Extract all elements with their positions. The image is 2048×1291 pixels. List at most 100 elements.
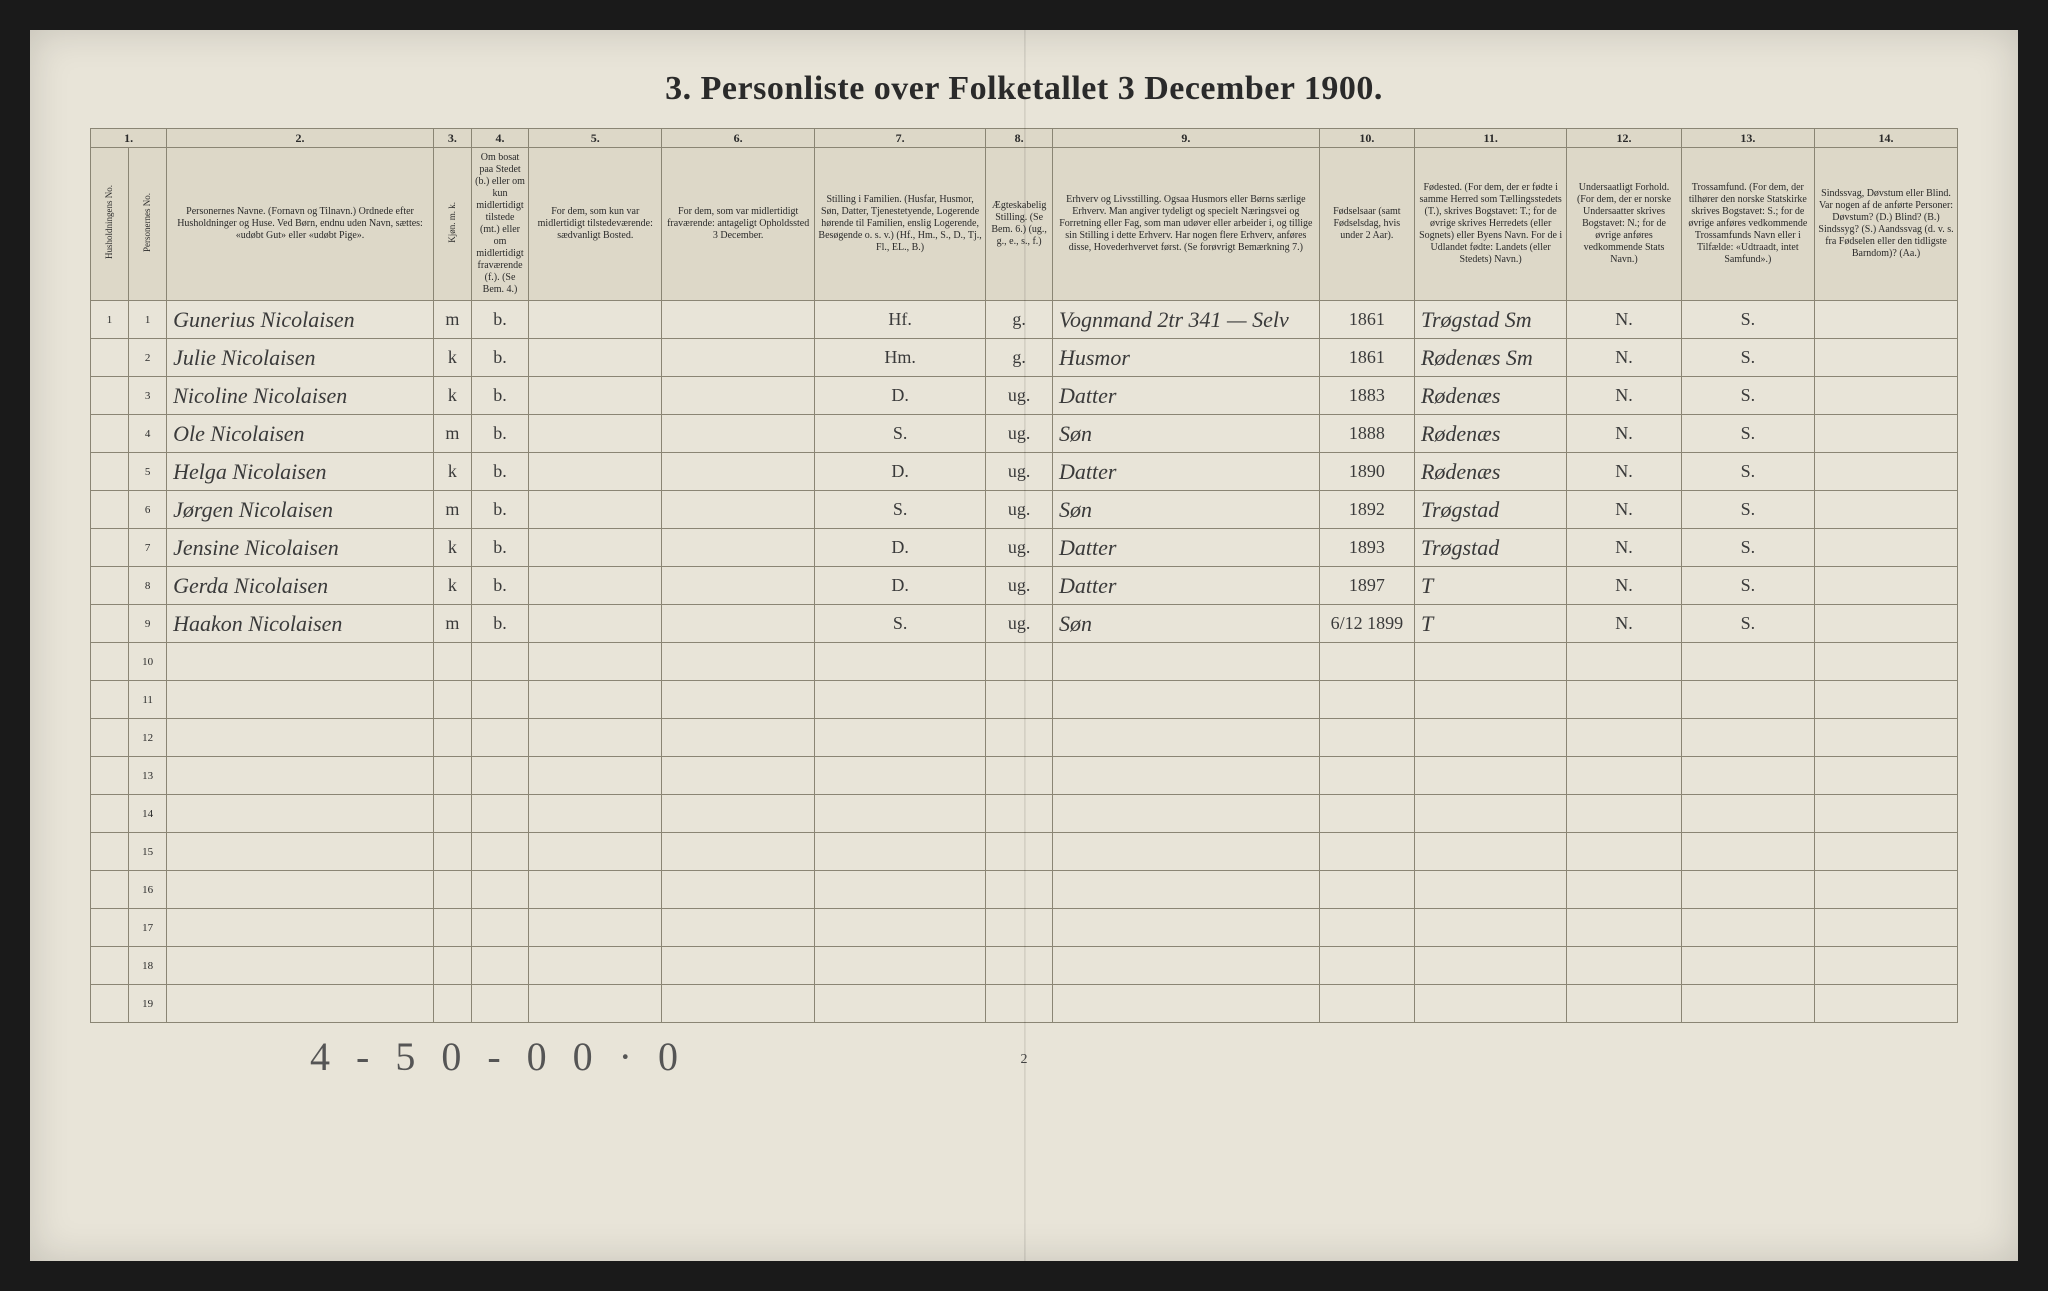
cell-c14	[1815, 491, 1958, 529]
cell-c6	[662, 567, 814, 605]
cell-c7: S.	[814, 415, 985, 453]
cell-c5	[529, 605, 662, 643]
cell-res: b.	[471, 377, 528, 415]
colnum-14: 14.	[1815, 129, 1958, 148]
table-row: 3 Nicoline Nicolaisen k b. D. ug. Datter…	[91, 377, 1958, 415]
cell-rel: S.	[1681, 453, 1814, 491]
cell-nat: N.	[1567, 567, 1681, 605]
cell-c8: ug.	[986, 491, 1053, 529]
cell-no: 8	[129, 567, 167, 605]
cell-c5	[529, 491, 662, 529]
cell-rel: S.	[1681, 491, 1814, 529]
header-c5: For dem, som kun var midlertidigt tilste…	[529, 148, 662, 301]
colnum-1: 1.	[91, 129, 167, 148]
cell-hh	[91, 529, 129, 567]
cell-rel: S.	[1681, 415, 1814, 453]
colnum-7: 7.	[814, 129, 985, 148]
cell-res: b.	[471, 529, 528, 567]
cell-c8: ug.	[986, 567, 1053, 605]
cell-sex: m	[433, 605, 471, 643]
cell-c14	[1815, 529, 1958, 567]
page-title: 3. Personliste over Folketallet 3 Decemb…	[90, 70, 1958, 108]
cell-no: 3	[129, 377, 167, 415]
table-row-empty: 16	[91, 871, 1958, 909]
table-row-empty: 19	[91, 985, 1958, 1023]
cell-no: 6	[129, 491, 167, 529]
colnum-10: 10.	[1319, 129, 1414, 148]
cell-name: Julie Nicolaisen	[167, 339, 434, 377]
cell-c9: Datter	[1052, 529, 1319, 567]
cell-sex: k	[433, 529, 471, 567]
cell-c7: D.	[814, 377, 985, 415]
cell-sex: k	[433, 453, 471, 491]
cell-res: b.	[471, 339, 528, 377]
cell-place: Trøgstad Sm	[1414, 301, 1566, 339]
colnum-5: 5.	[529, 129, 662, 148]
cell-c14	[1815, 339, 1958, 377]
cell-no: 1	[129, 301, 167, 339]
colnum-2: 2.	[167, 129, 434, 148]
cell-no: 9	[129, 605, 167, 643]
colnum-11: 11.	[1414, 129, 1566, 148]
cell-hh	[91, 491, 129, 529]
cell-year: 1888	[1319, 415, 1414, 453]
cell-nat: N.	[1567, 415, 1681, 453]
table-row-empty: 10	[91, 643, 1958, 681]
cell-name: Jensine Nicolaisen	[167, 529, 434, 567]
cell-c5	[529, 529, 662, 567]
cell-no: 13	[129, 757, 167, 795]
header-c13: Trossamfund. (For dem, der tilhører den …	[1681, 148, 1814, 301]
cell-hh	[91, 415, 129, 453]
cell-no: 16	[129, 871, 167, 909]
table-row-empty: 11	[91, 681, 1958, 719]
table-row: 2 Julie Nicolaisen k b. Hm. g. Husmor 18…	[91, 339, 1958, 377]
cell-nat: N.	[1567, 605, 1681, 643]
cell-c8: ug.	[986, 529, 1053, 567]
header-c10: Fødselsaar (samt Fødselsdag, hvis under …	[1319, 148, 1414, 301]
header-sex: Kjøn. m. k.	[433, 148, 471, 301]
table-row: 7 Jensine Nicolaisen k b. D. ug. Datter …	[91, 529, 1958, 567]
cell-c8: ug.	[986, 453, 1053, 491]
cell-place: T	[1414, 567, 1566, 605]
cell-hh	[91, 681, 129, 719]
cell-sex: k	[433, 377, 471, 415]
cell-hh	[91, 453, 129, 491]
table-row-empty: 12	[91, 719, 1958, 757]
table-row: 1 1 Gunerius Nicolaisen m b. Hf. g. Vogn…	[91, 301, 1958, 339]
cell-year: 1892	[1319, 491, 1414, 529]
cell-no: 7	[129, 529, 167, 567]
cell-hh	[91, 909, 129, 947]
cell-no: 10	[129, 643, 167, 681]
cell-nat: N.	[1567, 301, 1681, 339]
cell-place: Rødenæs Sm	[1414, 339, 1566, 377]
cell-sex: k	[433, 339, 471, 377]
cell-hh	[91, 377, 129, 415]
cell-hh	[91, 567, 129, 605]
table-row-empty: 13	[91, 757, 1958, 795]
cell-year: 1883	[1319, 377, 1414, 415]
cell-c14	[1815, 301, 1958, 339]
header-name: Personernes Navne. (Fornavn og Tilnavn.)…	[167, 148, 434, 301]
cell-rel: S.	[1681, 567, 1814, 605]
cell-place: Trøgstad	[1414, 529, 1566, 567]
cell-name: Nicoline Nicolaisen	[167, 377, 434, 415]
cell-c6	[662, 453, 814, 491]
census-page: 3. Personliste over Folketallet 3 Decemb…	[30, 30, 2018, 1261]
cell-res: b.	[471, 605, 528, 643]
census-table: 1. 2. 3. 4. 5. 6. 7. 8. 9. 10. 11. 12. 1…	[90, 128, 1958, 1023]
cell-nat: N.	[1567, 529, 1681, 567]
cell-c7: Hf.	[814, 301, 985, 339]
header-hh: Husholdningens No.	[91, 148, 129, 301]
cell-c14	[1815, 605, 1958, 643]
cell-no: 4	[129, 415, 167, 453]
cell-c7: D.	[814, 567, 985, 605]
cell-c9: Datter	[1052, 567, 1319, 605]
table-row: 9 Haakon Nicolaisen m b. S. ug. Søn 6/12…	[91, 605, 1958, 643]
cell-c14	[1815, 377, 1958, 415]
table-row-empty: 15	[91, 833, 1958, 871]
cell-c6	[662, 491, 814, 529]
cell-c9: Datter	[1052, 453, 1319, 491]
header-c8: Ægteskabelig Stilling. (Se Bem. 6.) (ug.…	[986, 148, 1053, 301]
cell-rel: S.	[1681, 301, 1814, 339]
table-row-empty: 17	[91, 909, 1958, 947]
